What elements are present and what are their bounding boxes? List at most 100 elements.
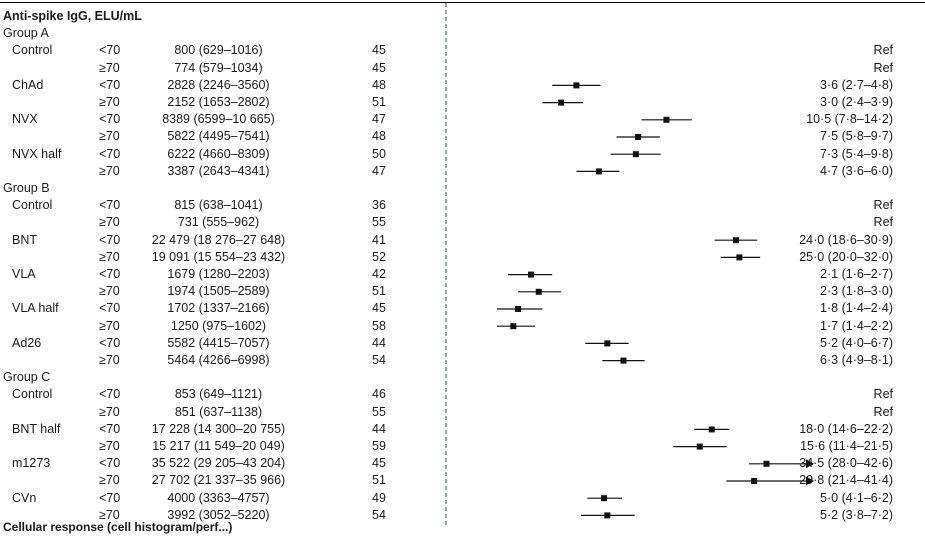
point-estimate <box>751 478 758 484</box>
point-estimate <box>601 495 608 502</box>
ratio-label: 24·0 (18·6–30·9) <box>799 232 893 247</box>
elu-value: 5582 (4415–7057) <box>167 335 270 350</box>
age-label: <70 <box>99 112 121 127</box>
table-row: ≥70 3387 (2643–4341) 47 4·7 (3·6–6·0) <box>0 163 925 180</box>
age-label: ≥70 <box>99 249 120 264</box>
point-estimate <box>763 460 770 467</box>
group-label: Group A <box>3 26 49 41</box>
chart-title: Anti-spike IgG, ELU/mL <box>3 9 142 23</box>
ratio-label: Ref <box>873 198 893 213</box>
n-value: 45 <box>372 456 386 471</box>
age-label: <70 <box>99 232 121 247</box>
ratio-label: Ref <box>873 387 893 402</box>
n-value: 45 <box>372 301 386 316</box>
ratio-label: 15·6 (11·4–21·5) <box>800 439 893 453</box>
elu-value: 6222 (4660–8309) <box>167 146 270 161</box>
table-row: Control <70 853 (649–1121) 46 Ref <box>0 386 925 403</box>
point-estimate <box>573 82 580 89</box>
point-estimate <box>635 134 642 140</box>
n-value: 41 <box>372 232 386 247</box>
point-estimate <box>535 288 542 295</box>
ratio-label: 5·2 (4·0–6·7) <box>820 335 893 350</box>
n-value: 55 <box>372 215 386 230</box>
table-row: ≥70 5822 (4495–7541) 48 7·5 (5·8–9·7) <box>0 128 925 145</box>
vaccine-label: Control <box>12 387 53 402</box>
ratio-label: Ref <box>873 43 893 58</box>
n-value: 49 <box>372 490 386 505</box>
vaccine-label: ChAd <box>12 77 44 92</box>
ratio-label: 25·0 (20·0–32·0) <box>799 249 893 264</box>
table-row: ≥70 2152 (1653–2802) 51 3·0 (2·4–3·9) <box>0 94 925 111</box>
elu-value: 5464 (4266–6998) <box>167 353 270 367</box>
vaccine-label: NVX half <box>12 146 62 161</box>
group-header-row: Group A <box>0 25 925 42</box>
age-label: <70 <box>99 456 121 471</box>
elu-value: 1974 (1505–2589) <box>167 284 270 299</box>
ratio-label: 2·1 (1·6–2·7) <box>820 267 893 281</box>
point-estimate <box>708 426 715 433</box>
elu-value: 3992 (3052–5220) <box>167 507 270 522</box>
vaccine-label: Control <box>12 198 53 213</box>
table-row: ChAd <70 2828 (2246–3560) 48 3·6 (2·7–4·8) <box>0 77 925 94</box>
age-label: <70 <box>99 43 121 58</box>
table-row: ≥70 27 702 (21 337–35 966) 51 29·8 (21·4–41… <box>0 472 925 489</box>
elu-value: 1679 (1280–2203) <box>167 267 270 281</box>
vaccine-label: Control <box>12 43 53 58</box>
table-row: NVX <70 8389 (6599–10 665) 47 10·5 (7·8–14·2… <box>0 111 925 128</box>
table-row: m1273 <70 35 522 (29 205–43 204) 45 34·5 (28… <box>0 455 925 472</box>
vaccine-label: BNT <box>12 232 37 247</box>
ratio-label: 7·3 (5·4–9·8) <box>820 146 893 161</box>
table-row: BNT half <70 17 228 (14 300–20 755) 44 18·0 … <box>0 421 925 438</box>
n-value: 44 <box>372 421 386 436</box>
point-estimate <box>736 254 743 261</box>
table-row: CVn <70 4000 (3363–4757) 49 5·0 (4·1–6·2) <box>0 490 925 507</box>
table-row: ≥70 3992 (3052–5220) 54 5·2 (3·8–7·2) <box>0 507 925 524</box>
elu-value: 1702 (1337–2166) <box>167 301 270 316</box>
elu-value: 17 228 (14 300–20 755) <box>151 421 286 436</box>
ratio-label: 5·2 (3·8–7·2) <box>820 507 893 522</box>
elu-value: 19 091 (15 554–23 432) <box>151 249 286 264</box>
n-value: 51 <box>372 284 386 299</box>
n-value: 52 <box>372 249 386 264</box>
point-estimate <box>663 116 670 123</box>
age-label: ≥70 <box>99 284 120 299</box>
age-label: <70 <box>99 490 121 505</box>
table-row: ≥70 1250 (975–1602) 58 1·7 (1·4–2·2) <box>0 318 925 335</box>
n-value: 54 <box>372 507 386 522</box>
n-value: 47 <box>372 163 386 178</box>
table-row: VLA half <70 1702 (1337–2166) 45 1·8 (1·4–2·… <box>0 300 925 317</box>
ratio-label: 3·6 (2·7–4·8) <box>820 77 893 92</box>
ratio-label: 6·3 (4·9–8·1) <box>820 353 893 367</box>
point-estimate <box>604 512 611 519</box>
n-value: 59 <box>372 439 386 453</box>
elu-value: 774 (579–1034) <box>174 60 263 75</box>
n-value: 42 <box>372 267 386 281</box>
group-header-row: Group C <box>0 369 925 386</box>
ratio-label: 10·5 (7·8–14·2) <box>806 112 893 127</box>
n-value: 51 <box>372 95 386 109</box>
n-value: 55 <box>372 404 386 419</box>
point-estimate <box>604 340 611 347</box>
age-label: <70 <box>99 146 121 161</box>
point-estimate <box>595 168 602 175</box>
point-estimate <box>558 99 565 106</box>
top-rule <box>0 2 925 3</box>
ratio-label: Ref <box>873 60 893 75</box>
age-label: ≥70 <box>99 215 120 230</box>
age-label: <70 <box>99 267 121 281</box>
table-row: ≥70 15 217 (11 549–20 049) 59 15·6 (11·4–21… <box>0 438 925 455</box>
table-row: ≥70 731 (555–962) 55 Ref <box>0 214 925 231</box>
ratio-label: 34·5 (28·0–42·6) <box>799 456 893 471</box>
age-label: ≥70 <box>99 404 120 419</box>
elu-value: 815 (638–1041) <box>174 198 263 213</box>
age-label: ≥70 <box>99 473 120 488</box>
age-label: ≥70 <box>99 163 120 178</box>
point-estimate <box>732 237 739 244</box>
age-label: ≥70 <box>99 129 120 144</box>
elu-value: 853 (649–1121) <box>174 387 263 402</box>
age-label: <70 <box>99 301 121 316</box>
ratio-label: 1·8 (1·4–2·4) <box>820 301 893 316</box>
n-value: 48 <box>372 77 386 92</box>
point-estimate <box>528 271 535 278</box>
